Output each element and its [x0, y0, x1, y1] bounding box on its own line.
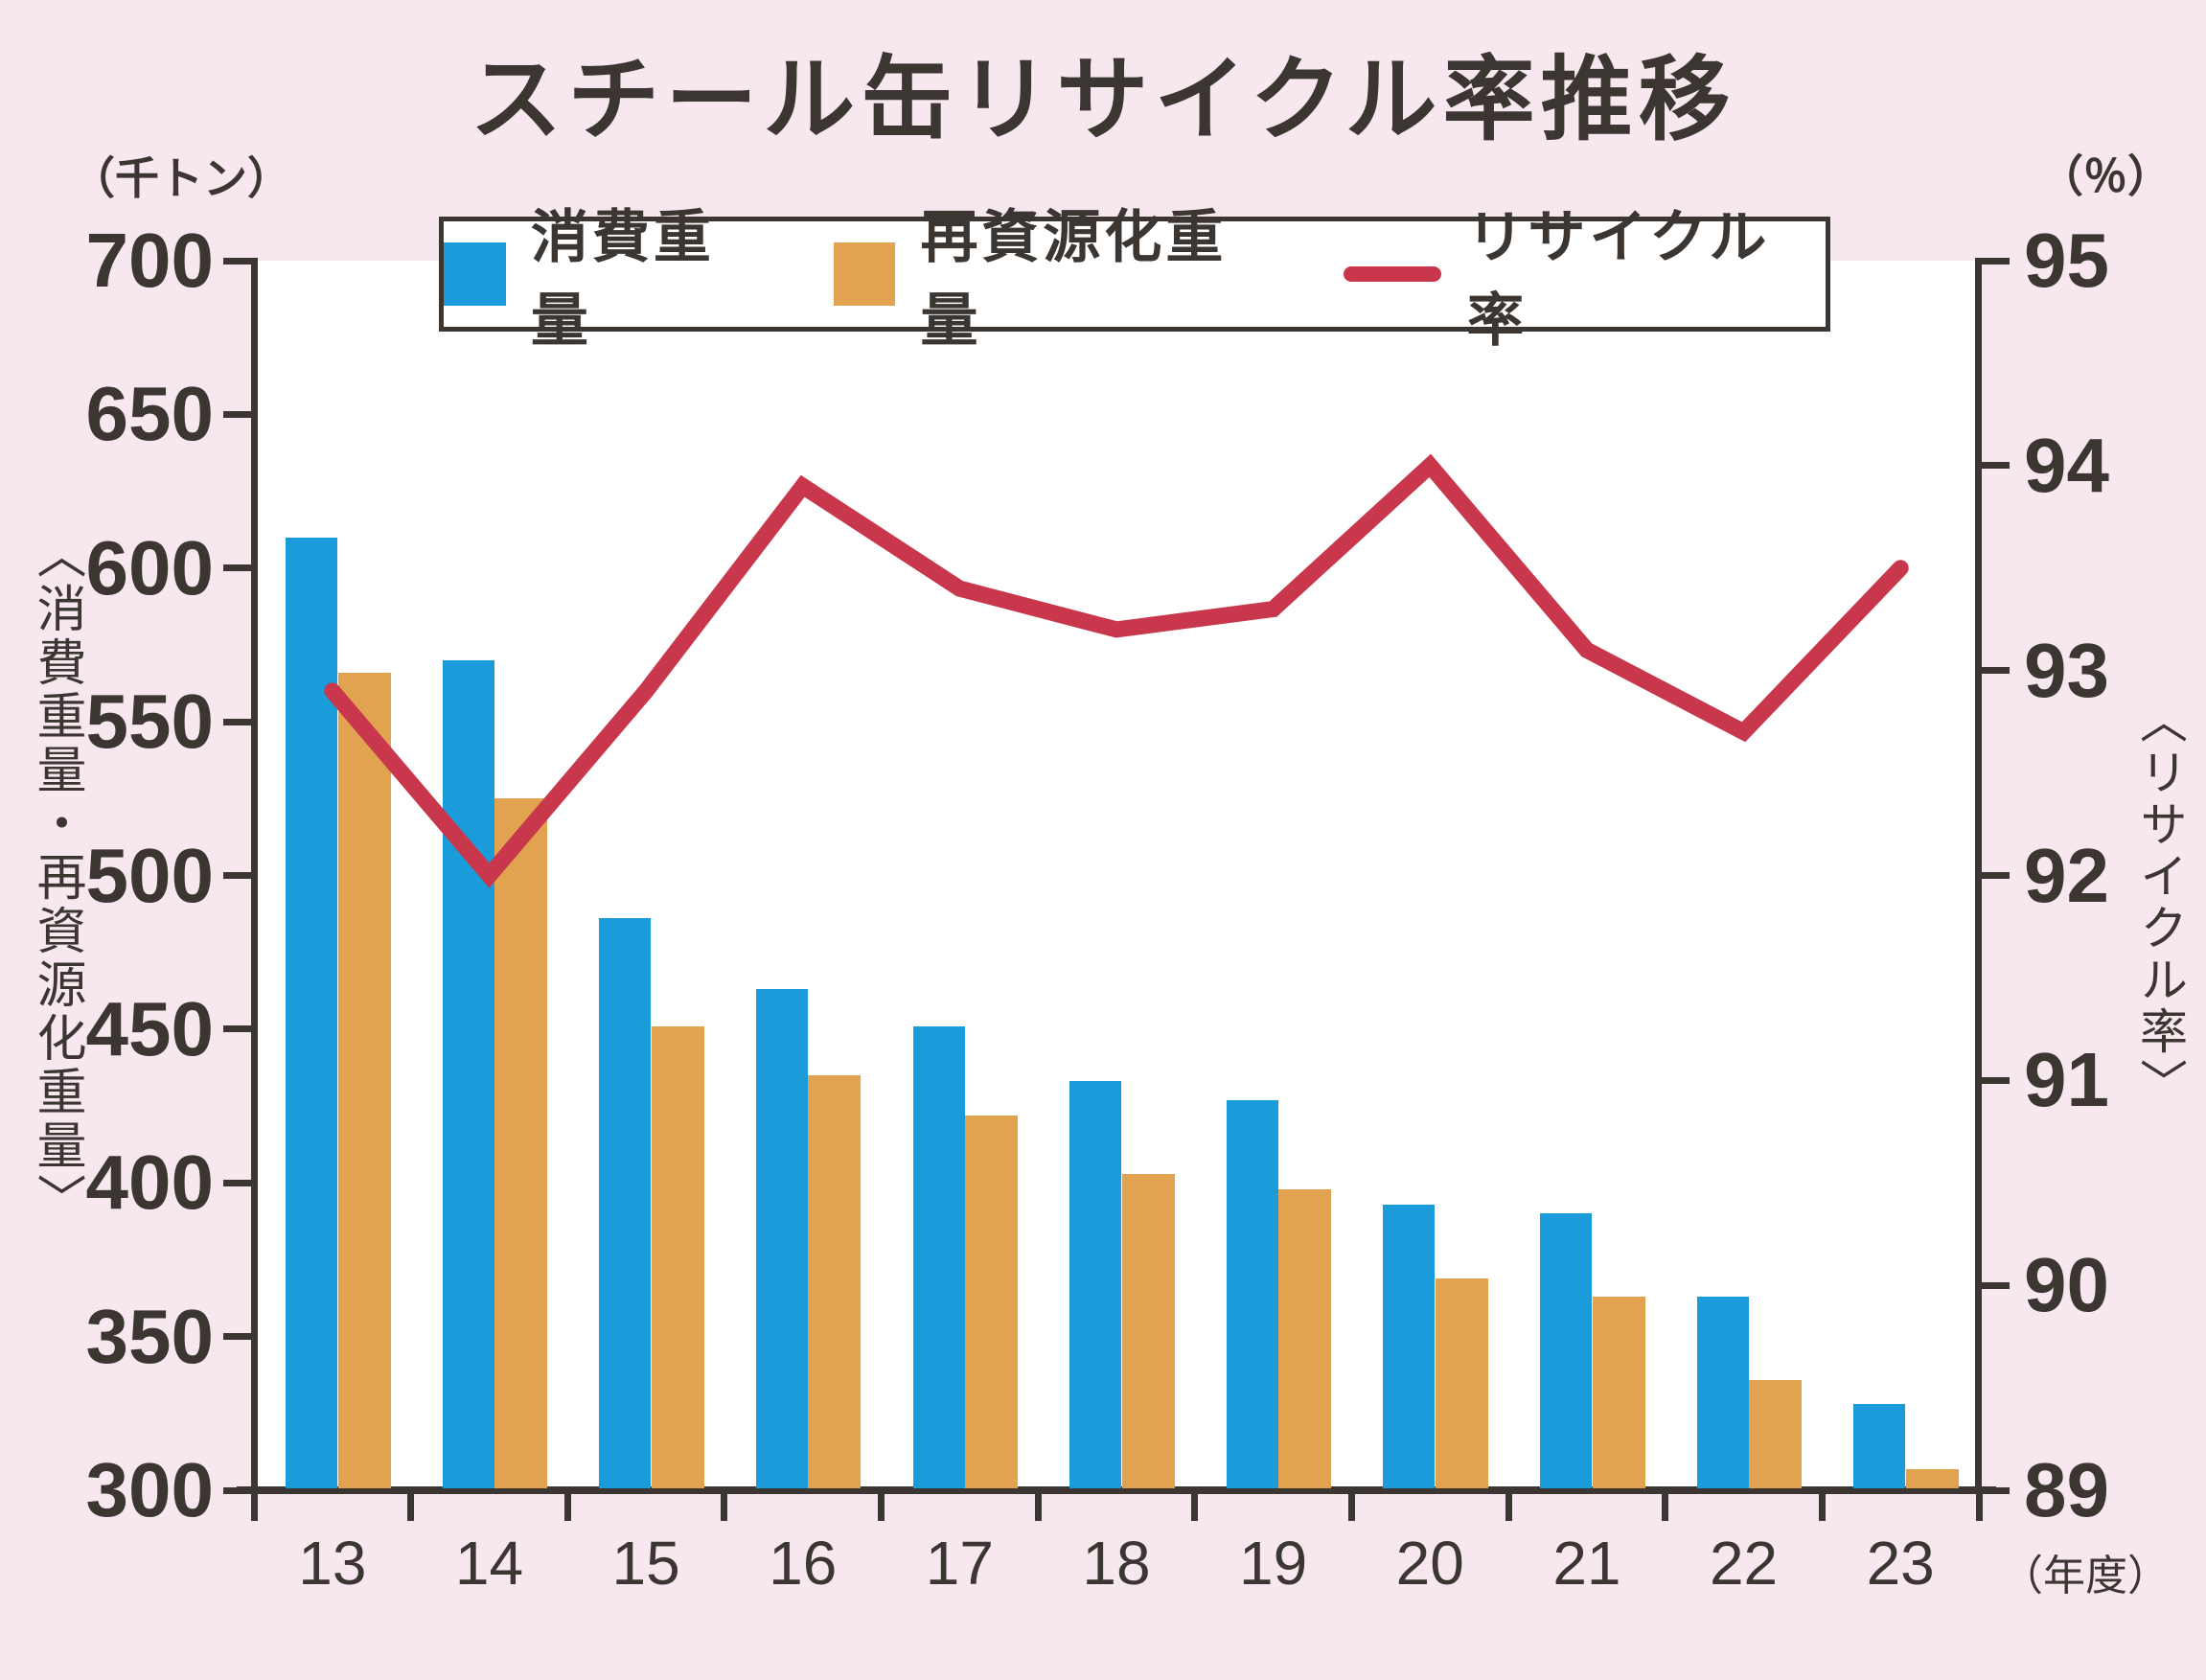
legend-bar-marker-recycled [833, 242, 896, 306]
legend-item-recycled: 再資源化重量 [833, 191, 1283, 357]
legend-label-rate: リサイクル率 [1466, 205, 1771, 353]
x-axis-tick-7 [1347, 1486, 1355, 1521]
left-axis-tick-label-650: 650 [85, 371, 214, 457]
bar-consumption-13 [286, 537, 337, 1488]
bar-consumption-14 [442, 659, 494, 1488]
right-axis-tick-93 [1975, 667, 2010, 675]
left-axis-tick-400 [223, 1179, 258, 1186]
bar-consumption-21 [1540, 1213, 1593, 1488]
right-axis-title: 〈リサイクル率〉 [2133, 696, 2187, 1110]
left-axis-tick-label-450: 450 [85, 985, 214, 1071]
right-axis-tick-label-91: 91 [2024, 1037, 2109, 1123]
x-axis-tick-0 [250, 1486, 258, 1521]
x-axis-tick-4 [878, 1486, 885, 1521]
left-axis-tick-650 [223, 410, 258, 418]
bar-recycled-18 [1121, 1173, 1175, 1488]
legend-line-marker-rate [1344, 266, 1442, 282]
left-axis-tick-300 [223, 1486, 258, 1494]
right-axis-tick-89 [1975, 1486, 2010, 1494]
x-axis-label-14: 14 [454, 1529, 524, 1598]
bar-recycled-13 [337, 672, 391, 1488]
x-axis-tick-8 [1505, 1486, 1512, 1521]
right-axis-tick-label-93: 93 [2024, 627, 2109, 713]
bar-recycled-19 [1278, 1188, 1332, 1488]
left-axis-tick-700 [223, 257, 258, 265]
legend-label-consumption: 消費重量 [530, 205, 715, 353]
x-axis-tick-1 [407, 1486, 415, 1521]
bar-consumption-20 [1383, 1204, 1436, 1488]
legend-item-rate: リサイクル率 [1344, 191, 1826, 357]
left-axis-unit: （千トン） [71, 153, 291, 203]
right-axis-tick-92 [1975, 872, 2010, 879]
bar-consumption-15 [599, 918, 652, 1488]
x-axis-label-18: 18 [1082, 1529, 1151, 1598]
bar-recycled-15 [651, 1025, 704, 1488]
right-axis-unit: （％） [2039, 151, 2172, 201]
left-axis-tick-label-500: 500 [85, 832, 214, 918]
x-axis-label-23: 23 [1866, 1529, 1935, 1598]
bar-consumption-22 [1696, 1296, 1749, 1488]
bar-consumption-23 [1853, 1404, 1906, 1488]
right-axis-tick-label-94: 94 [2024, 422, 2109, 508]
bar-recycled-21 [1592, 1296, 1645, 1488]
left-axis-tick-label-700: 700 [85, 218, 214, 303]
bar-recycled-16 [808, 1074, 862, 1488]
right-axis-tick-label-90: 90 [2024, 1242, 2109, 1328]
left-axis-tick-label-350: 350 [85, 1293, 214, 1379]
x-axis-tick-2 [563, 1486, 571, 1521]
left-axis-tick-550 [223, 718, 258, 725]
right-axis-tick-90 [1975, 1281, 2010, 1289]
x-axis-tick-11 [1975, 1486, 1983, 1521]
left-axis-tick-600 [223, 564, 258, 572]
x-axis-unit: （年度） [2001, 1553, 2170, 1599]
x-axis-label-20: 20 [1395, 1529, 1464, 1598]
legend: 消費重量 再資源化重量 リサイクル率 [439, 205, 1830, 353]
right-axis-tick-95 [1975, 257, 2010, 265]
x-axis-tick-10 [1818, 1486, 1826, 1521]
x-axis-tick-6 [1191, 1486, 1199, 1521]
legend-item-consumption: 消費重量 [444, 191, 772, 357]
bar-recycled-22 [1749, 1379, 1803, 1488]
left-axis-tick-label-600: 600 [85, 524, 214, 610]
legend-label-recycled: 再資源化重量 [920, 205, 1228, 353]
x-axis-label-15: 15 [611, 1529, 680, 1598]
x-axis-tick-9 [1662, 1486, 1669, 1521]
x-axis-tick-5 [1034, 1486, 1042, 1521]
x-axis-label-13: 13 [298, 1529, 367, 1598]
bar-recycled-17 [965, 1115, 1019, 1488]
right-axis-tick-94 [1975, 462, 2010, 470]
bar-recycled-20 [1435, 1277, 1488, 1488]
bar-consumption-16 [755, 989, 808, 1488]
x-axis-label-16: 16 [769, 1529, 838, 1598]
legend-bar-marker-consumption [444, 242, 506, 306]
left-axis-tick-350 [223, 1333, 258, 1341]
x-axis-label-19: 19 [1239, 1529, 1308, 1598]
x-axis-tick-3 [721, 1486, 728, 1521]
bar-consumption-18 [1069, 1081, 1122, 1488]
left-axis-title: 〈消費重量・再資源化重量〉 [29, 529, 84, 1227]
left-axis-tick-label-300: 300 [85, 1447, 214, 1532]
right-axis-tick-label-89: 89 [2024, 1447, 2109, 1532]
chart-title: スチール缶リサイクル率推移 [470, 49, 1736, 151]
right-axis-tick-label-92: 92 [2024, 832, 2109, 918]
x-axis-label-21: 21 [1552, 1529, 1621, 1598]
bar-recycled-14 [494, 798, 548, 1488]
left-axis-tick-500 [223, 872, 258, 879]
bar-recycled-23 [1905, 1468, 1959, 1488]
left-axis-tick-450 [223, 1025, 258, 1033]
bar-consumption-19 [1226, 1099, 1278, 1488]
x-axis-label-22: 22 [1709, 1529, 1779, 1598]
bar-consumption-17 [912, 1025, 965, 1488]
x-axis-line [237, 1486, 1996, 1494]
x-axis-label-17: 17 [925, 1529, 994, 1598]
left-axis-tick-label-400: 400 [85, 1139, 214, 1226]
right-axis-tick-label-95: 95 [2024, 218, 2109, 303]
left-axis-tick-label-550: 550 [85, 679, 214, 765]
right-axis-tick-91 [1975, 1076, 2010, 1084]
